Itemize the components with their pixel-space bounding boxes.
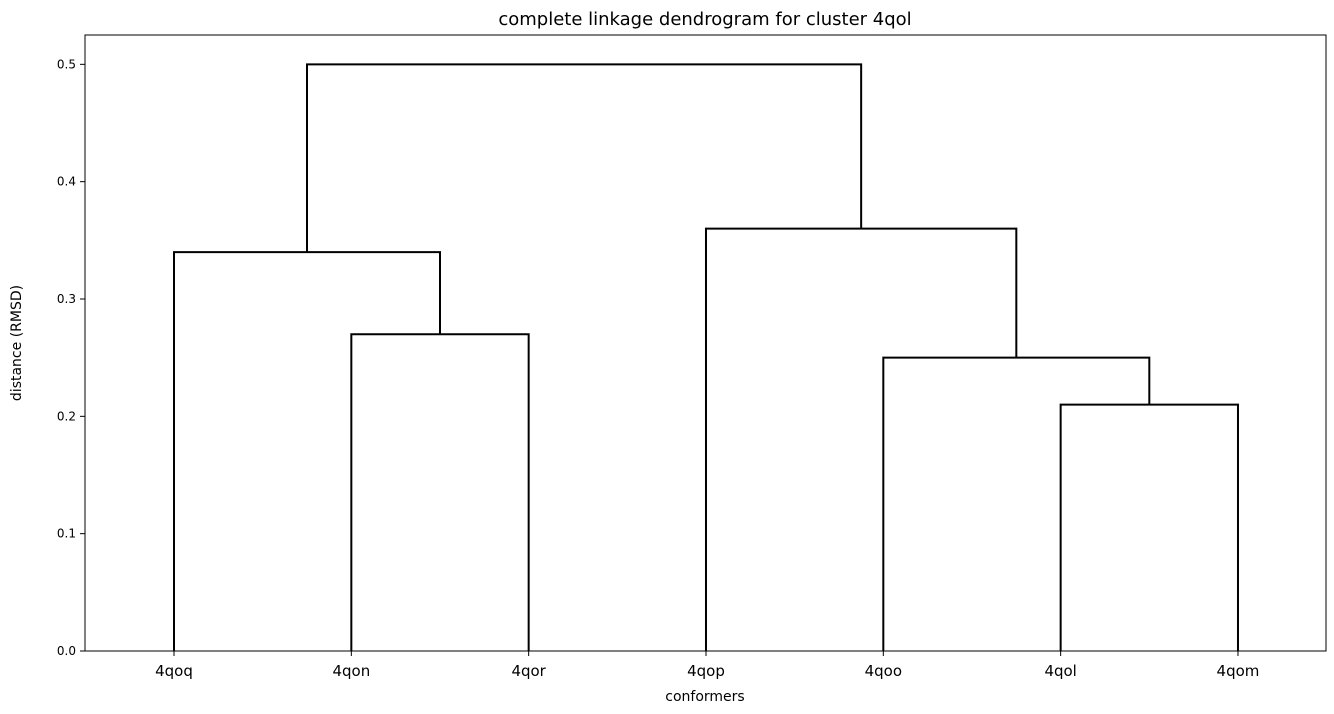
x-axis-label: conformers bbox=[665, 689, 744, 705]
dendrogram-links bbox=[173, 63, 1239, 651]
x-tick-label-4qop: 4qop bbox=[687, 662, 725, 680]
dendrogram-link-4 bbox=[173, 251, 441, 651]
chart-title: complete linkage dendrogram for cluster … bbox=[498, 9, 911, 30]
dendrogram-link-6 bbox=[305, 63, 863, 253]
dendrogram-link-5 bbox=[704, 227, 1018, 651]
dendrogram-link-2 bbox=[882, 356, 1151, 651]
x-tick-label-4qoo: 4qoo bbox=[865, 662, 902, 680]
y-axis-label: distance (RMSD) bbox=[9, 285, 25, 401]
y-tick-label: 0.5 bbox=[57, 57, 76, 71]
dendrogram-link-3 bbox=[350, 333, 530, 651]
x-tick-label-4qom: 4qom bbox=[1217, 662, 1260, 680]
y-tick-label: 0.3 bbox=[57, 292, 76, 306]
x-tick-label-4qor: 4qor bbox=[511, 662, 546, 680]
dendrogram-link-1 bbox=[1059, 403, 1239, 651]
y-axis-ticks: 0.0 0.1 0.2 0.3 0.4 0.5 bbox=[57, 57, 85, 658]
y-tick-label: 0.1 bbox=[57, 527, 76, 541]
x-axis-ticks: 4qoq 4qon 4qor 4qop 4qoo 4qol 4qom bbox=[155, 651, 1259, 680]
x-tick-label-4qon: 4qon bbox=[332, 662, 370, 680]
x-tick-label-4qol: 4qol bbox=[1044, 662, 1076, 680]
y-tick-label: 0.4 bbox=[57, 175, 76, 189]
y-tick-label: 0.0 bbox=[57, 644, 76, 658]
y-tick-label: 0.2 bbox=[57, 409, 76, 423]
x-tick-label-4qoq: 4qoq bbox=[155, 662, 193, 680]
